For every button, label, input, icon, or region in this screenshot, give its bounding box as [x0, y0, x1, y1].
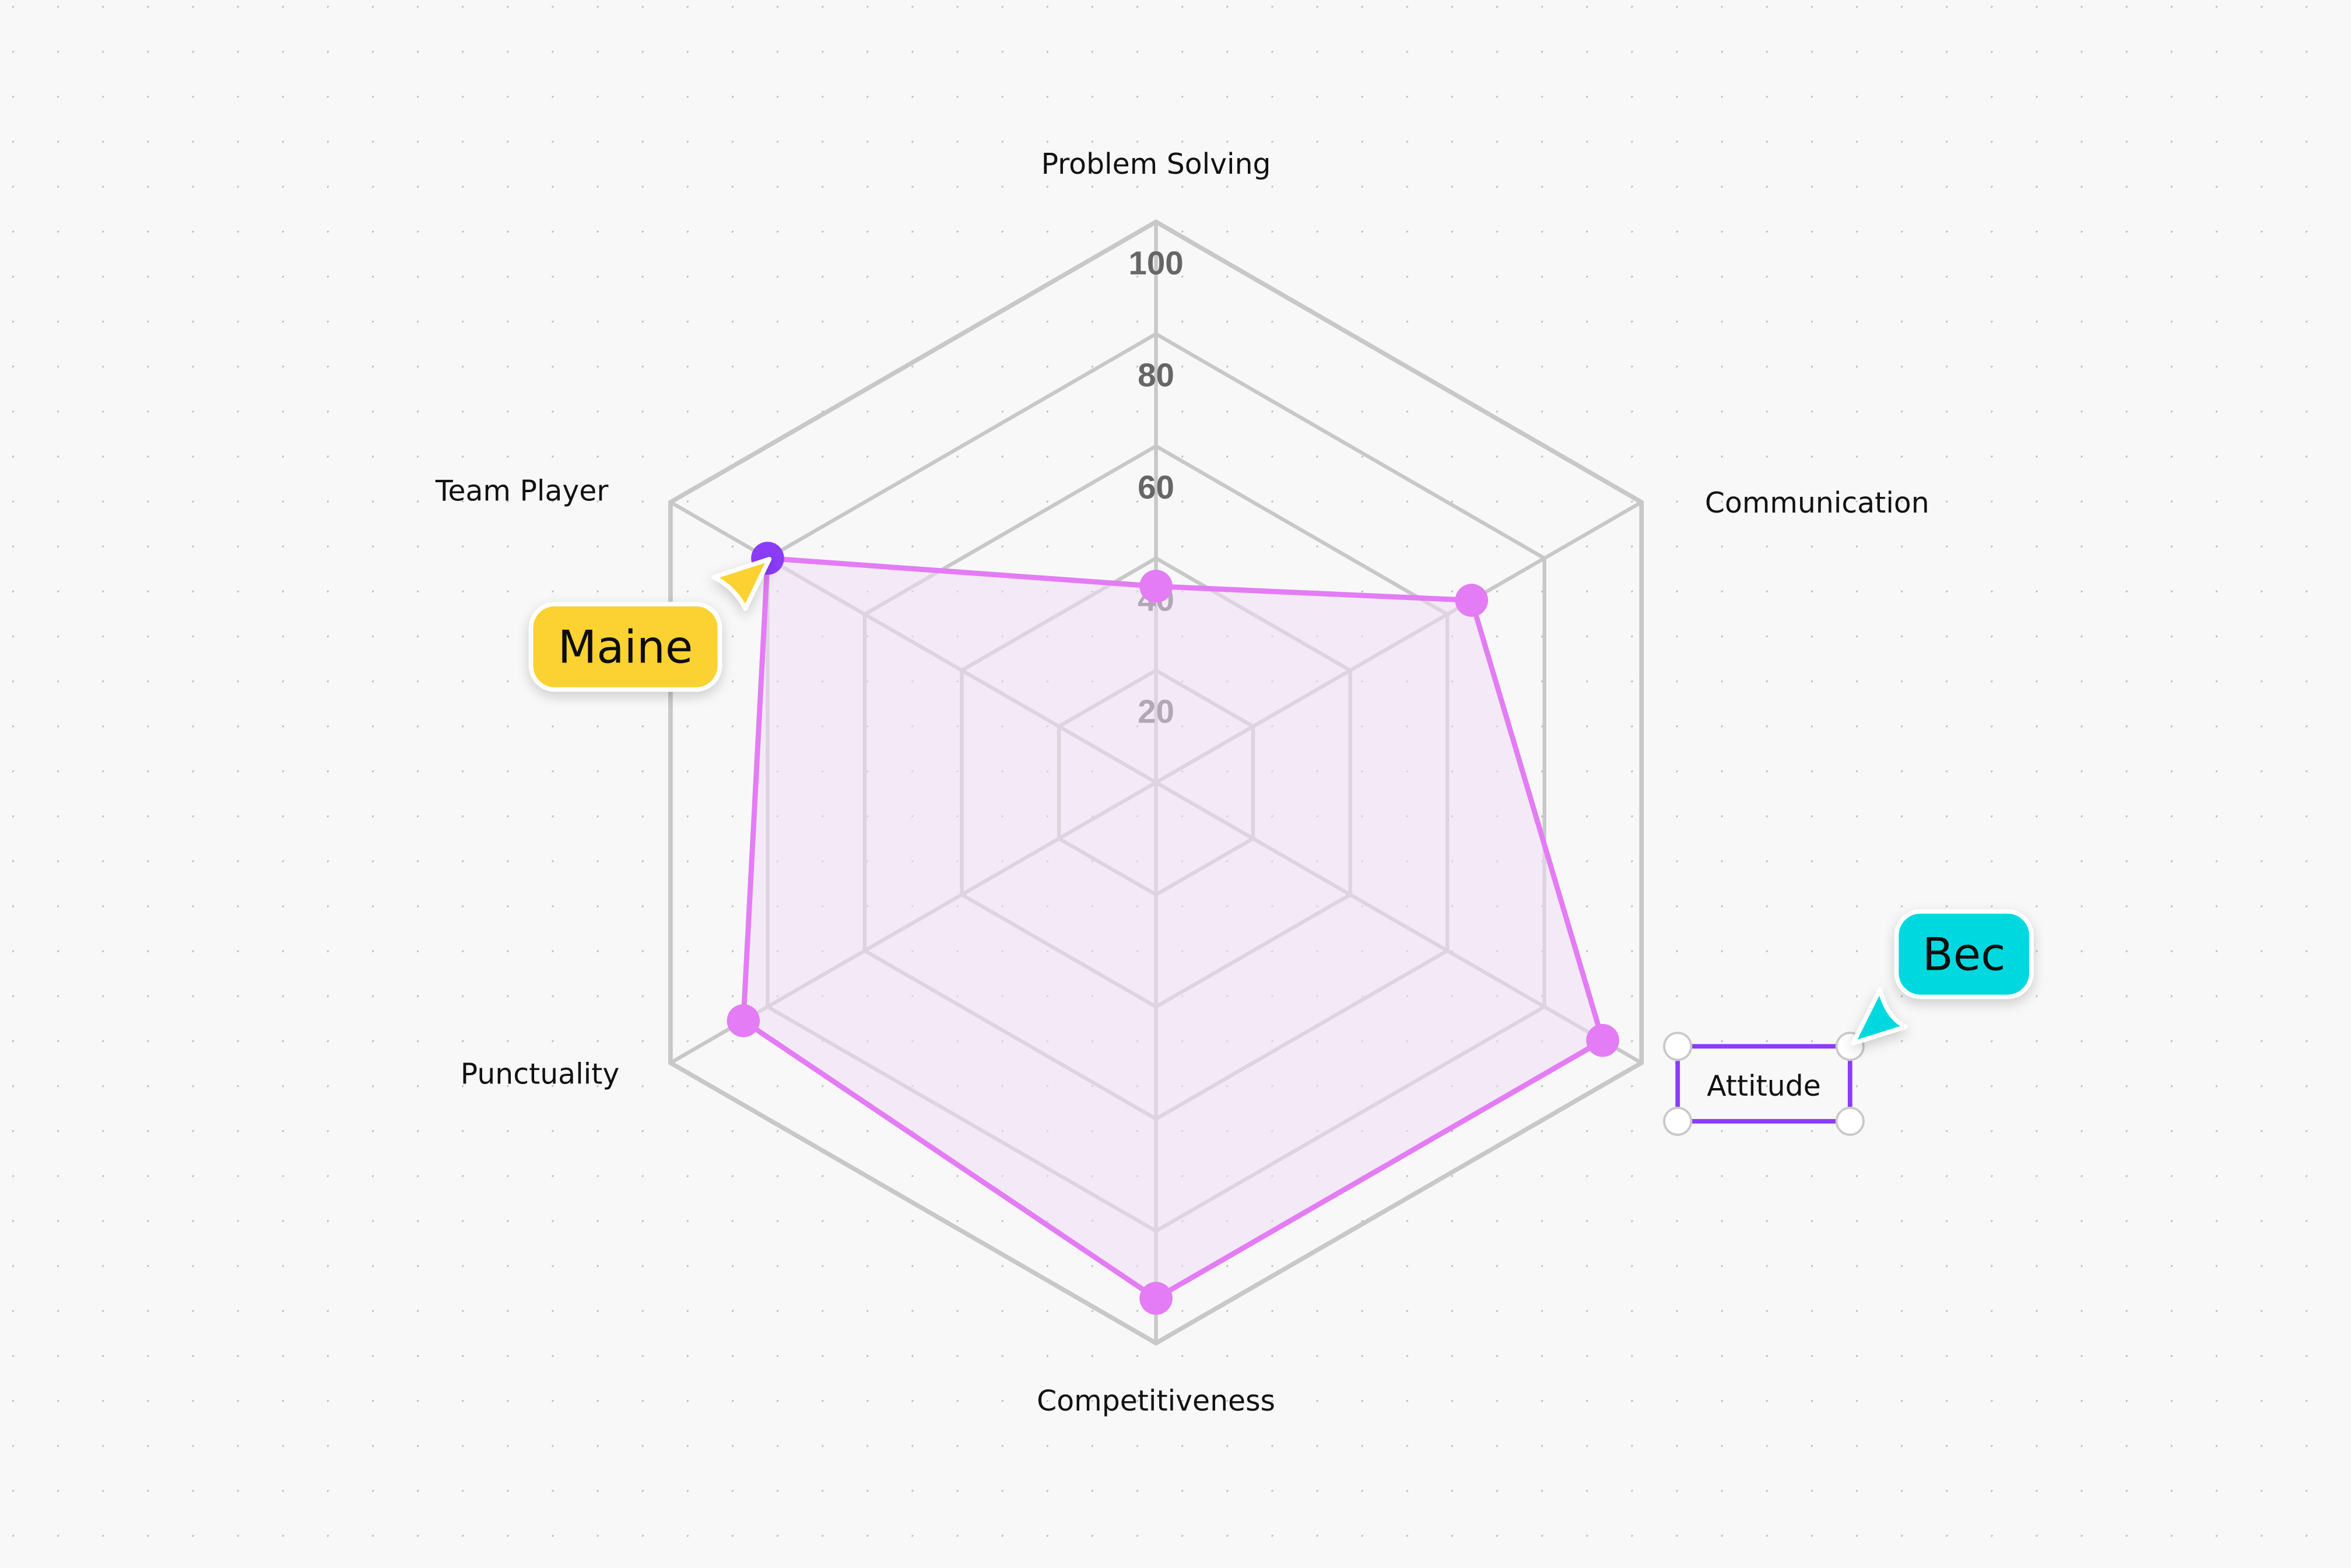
data-point-competitiveness[interactable] [1139, 1282, 1173, 1315]
tick-label: 80 [1138, 357, 1174, 394]
cursor-name-tag [1894, 909, 2034, 999]
category-label-communication[interactable]: Communication [1705, 486, 1929, 520]
cursor-name-tag [528, 602, 722, 692]
tick-label: 60 [1138, 469, 1174, 506]
selection-box[interactable]: Attitude [1663, 1032, 1865, 1136]
collaborator-cursor-bec: Bec [1851, 909, 2034, 1046]
collaborator-cursor-maine: Maine [528, 557, 772, 692]
cursor-arrow-icon [1851, 987, 1908, 1046]
cursor-arrow-icon [711, 557, 772, 611]
cursor-name-maine: Maine [558, 621, 693, 673]
data-point-punctuality[interactable] [727, 1004, 760, 1037]
category-label-competitiveness[interactable]: Competitiveness [1037, 1384, 1275, 1418]
resize-handle-bottom-left[interactable] [1663, 1106, 1693, 1136]
resize-handle-bottom-right[interactable] [1835, 1106, 1865, 1136]
tick-label: 100 [1128, 244, 1183, 281]
data-point-problem-solving[interactable] [1139, 570, 1173, 603]
category-label-problem-solving[interactable]: Problem Solving [1041, 148, 1271, 181]
selection-outline [1675, 1044, 1852, 1124]
data-point-attitude[interactable] [1586, 1023, 1619, 1057]
data-point-communication[interactable] [1455, 584, 1489, 617]
category-label-attitude[interactable]: Attitude [1707, 1069, 1821, 1103]
cursor-name-bec: Bec [1922, 928, 2006, 981]
category-label-team-player[interactable]: Team Player [435, 475, 609, 508]
radar-chart[interactable]: 20406080100Problem SolvingCommunicationC… [435, 148, 1929, 1418]
resize-handle-top-left[interactable] [1663, 1032, 1693, 1061]
category-label-punctuality[interactable]: Punctuality [461, 1058, 620, 1091]
